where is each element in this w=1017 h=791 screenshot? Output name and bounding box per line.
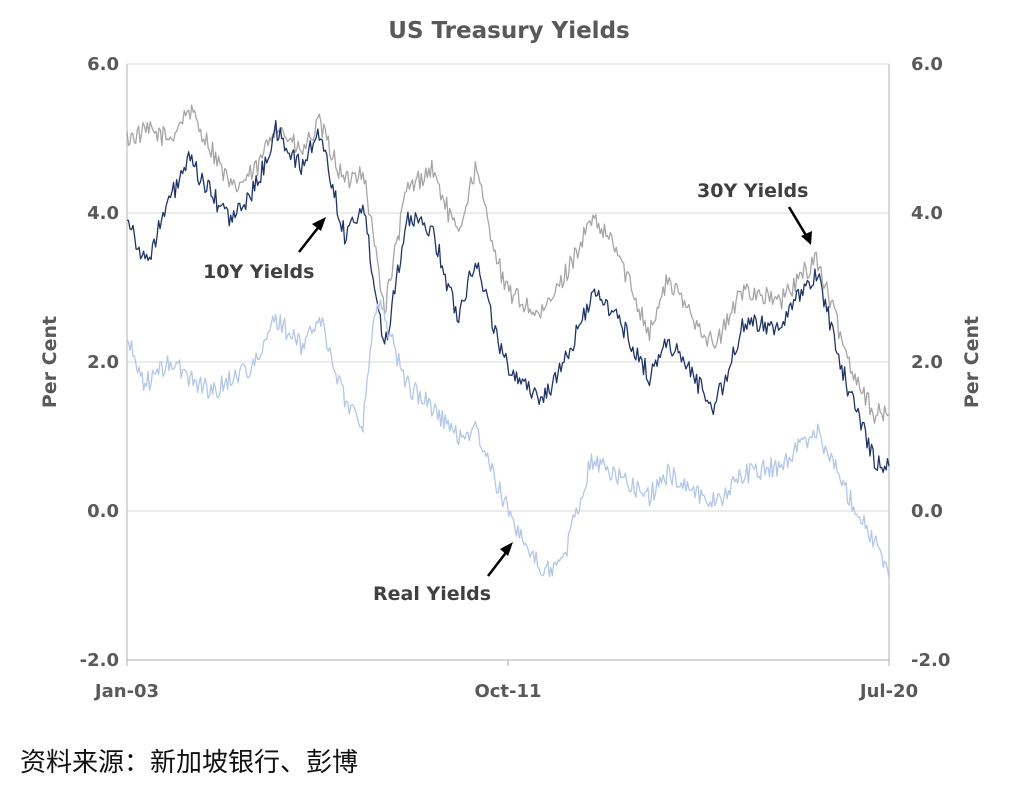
- y-tick-label-right: 6.0: [911, 54, 943, 75]
- y-axis-title-left: Per Cent: [39, 316, 61, 408]
- x-tick-label: Jul-20: [858, 681, 918, 702]
- y-axis-title-right: Per Cent: [961, 316, 983, 408]
- y-tick-label-left: 4.0: [87, 203, 119, 224]
- annotation-30y-arrow: [787, 206, 809, 238]
- x-tick-label: Jan-03: [93, 681, 159, 702]
- y-tick-label-left: 0.0: [87, 501, 119, 522]
- y-tick-label-right: -2.0: [911, 650, 950, 671]
- annotation-30y-label: 30Y Yields: [697, 180, 808, 202]
- series-line-10y-yields: [126, 119, 890, 474]
- annotation-real-label: Real Yields: [373, 583, 491, 605]
- series-line-real-yields: [126, 299, 890, 579]
- axes: 6.0 6.0 4.0 4.0 2.0 2.0 0.0 0.0 -2.0 -2.0 Jan-03 Oc…: [80, 54, 951, 702]
- annotation-10y-label: 10Y Yields: [203, 261, 314, 283]
- y-tick-label-left: 6.0: [87, 54, 119, 75]
- annotation-real-arrowhead: [500, 542, 513, 556]
- annotation-10y-arrowhead: [312, 217, 326, 231]
- annotation-real-arrow: [487, 549, 509, 577]
- y-tick-label-left: 2.0: [87, 352, 119, 373]
- annotation-10y-arrow: [298, 223, 322, 253]
- source-note: 资料来源：新加坡银行、彭博: [20, 748, 359, 778]
- y-tick-label-right: 0.0: [911, 501, 943, 522]
- grid: [127, 63, 889, 661]
- series-line-30y-yields: [126, 104, 890, 424]
- y-tick-label-left: -2.0: [80, 650, 119, 671]
- y-tick-label-right: 4.0: [911, 203, 943, 224]
- x-tick-label: Oct-11: [474, 681, 541, 702]
- chart-title: US Treasury Yields: [388, 18, 629, 44]
- y-tick-label-right: 2.0: [911, 352, 943, 373]
- annotation-30y-arrowhead: [801, 231, 812, 245]
- series-group: [126, 104, 890, 579]
